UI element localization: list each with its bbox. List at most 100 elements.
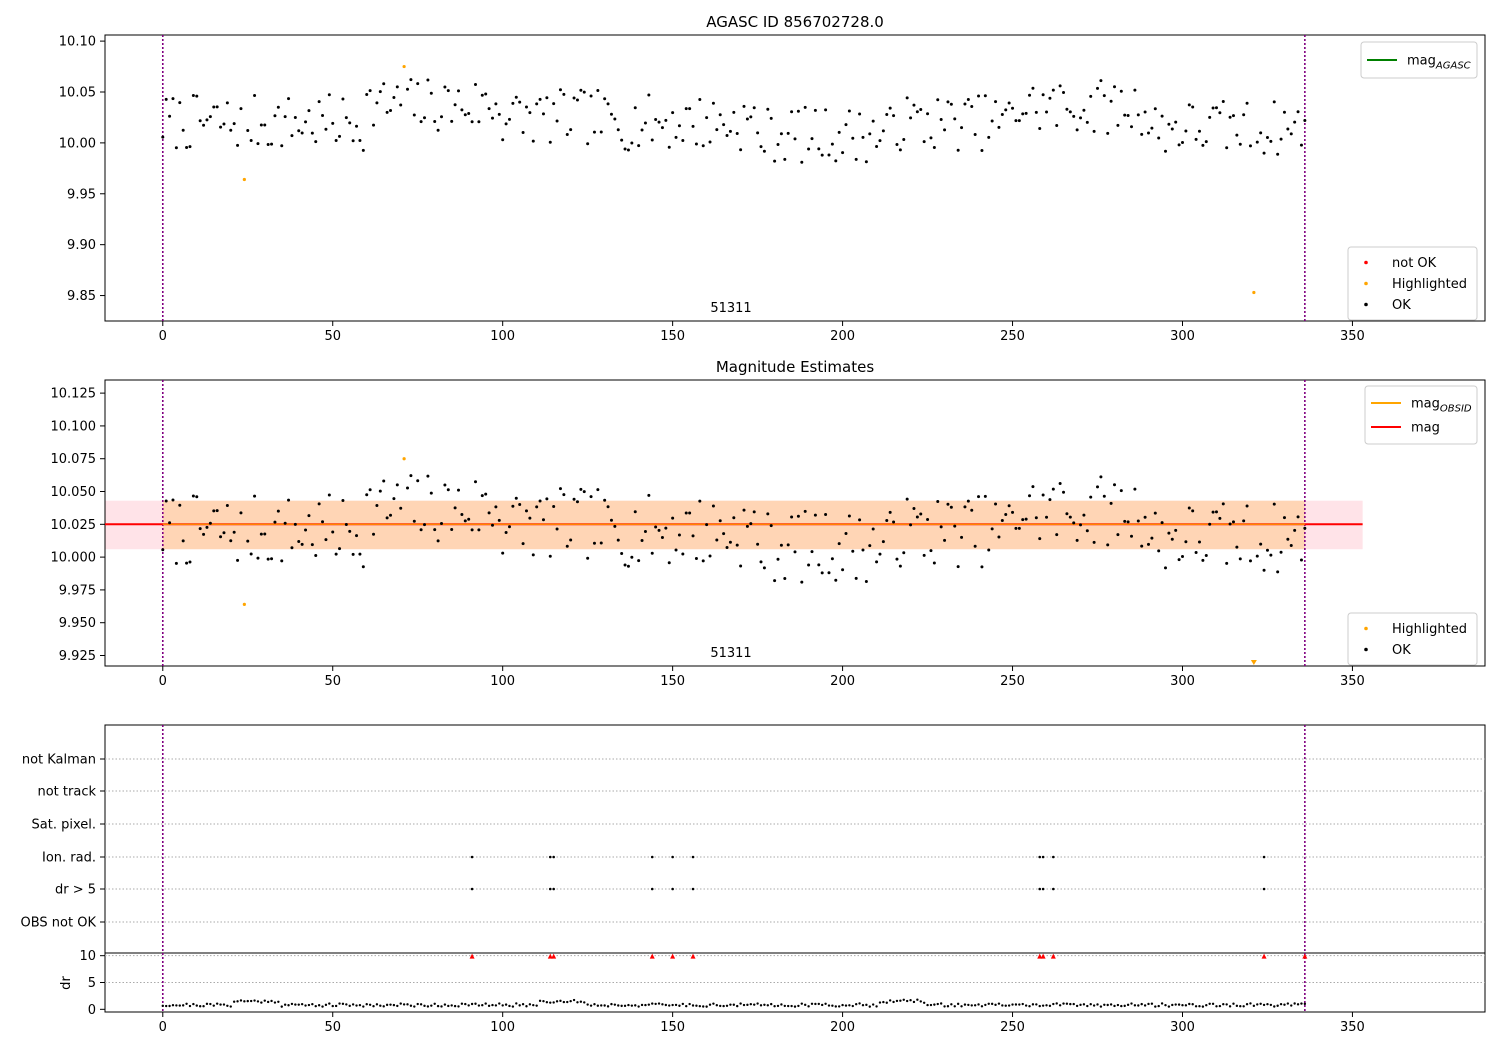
dr-point [895, 999, 899, 1003]
dr-point [780, 1003, 783, 1006]
ok-point [1068, 110, 1072, 114]
ok-point [824, 108, 828, 112]
ok-point [674, 135, 678, 139]
ok-point [756, 542, 760, 546]
ok-point [936, 500, 940, 504]
ok-point [524, 105, 528, 109]
dr-point [239, 999, 243, 1002]
ok-point [592, 130, 596, 134]
dr-point [933, 1003, 936, 1006]
ok-point [1034, 516, 1038, 520]
ok-point [983, 94, 987, 98]
dr-point [844, 1004, 848, 1007]
dr-high-marker [1037, 953, 1043, 959]
ok-point [1065, 107, 1069, 111]
dr-point [1208, 1002, 1211, 1006]
ok-point [586, 556, 590, 560]
ok-point [494, 505, 498, 509]
ok-point [793, 137, 797, 141]
y-tick-label: 9.950 [59, 616, 96, 631]
x-tick-label: 250 [1000, 674, 1025, 689]
y-tick-label: 10.125 [51, 387, 97, 402]
dr-point [528, 1003, 532, 1006]
dr-point [1290, 1004, 1293, 1007]
ok-point [817, 563, 821, 567]
ok-point [270, 557, 274, 561]
ok-point [817, 147, 821, 151]
dr-point [1113, 1004, 1116, 1008]
dr-point [552, 1001, 555, 1004]
dr-point [905, 999, 909, 1003]
ok-point [266, 142, 270, 146]
ok-point [1248, 144, 1252, 148]
dr-point [321, 1005, 324, 1008]
dr-point [688, 1002, 691, 1006]
legend-marker-2 [1364, 302, 1368, 307]
y-tick-label: 9.975 [59, 583, 96, 598]
dr-point [1096, 1003, 1099, 1006]
dr-point [698, 1004, 702, 1008]
ok-point [1004, 512, 1008, 516]
dr-point [396, 1004, 399, 1008]
highlighted-point [402, 457, 406, 461]
dr-point [858, 1002, 861, 1005]
ok-point [300, 131, 304, 135]
dr-point [222, 1003, 226, 1006]
ok-point [409, 78, 413, 82]
ok-point [1075, 128, 1079, 132]
dr-point [776, 1004, 780, 1008]
ok-point [538, 97, 542, 101]
dr-point [549, 1001, 552, 1004]
dr-point [511, 1005, 515, 1008]
highlighted-point [242, 177, 246, 182]
ok-point [246, 128, 250, 132]
dr-point [617, 1004, 620, 1007]
ok-point [1123, 519, 1127, 523]
dr-point [973, 1004, 977, 1007]
dr-point [681, 1002, 685, 1006]
ok-point [926, 518, 930, 522]
dr-point [916, 998, 919, 1001]
ok-point [643, 529, 647, 533]
dr-point [939, 1002, 943, 1005]
ok-point [378, 90, 382, 94]
dr-point [899, 999, 902, 1002]
ok-point [756, 131, 760, 135]
dr-point [1273, 1005, 1276, 1008]
x-tick-label: 150 [660, 329, 685, 344]
ok-point [361, 148, 365, 152]
ok-point [1225, 146, 1229, 150]
dr-point [447, 1004, 450, 1008]
dr-point [1259, 1002, 1262, 1006]
ok-point [1231, 114, 1235, 118]
ok-point [1184, 540, 1188, 544]
ok-point [983, 494, 987, 498]
ok-point [1265, 548, 1269, 552]
ok-point [1136, 519, 1140, 523]
ok-point [1191, 509, 1195, 513]
ok-point [1096, 86, 1100, 90]
ok-point [365, 92, 369, 96]
dr-high-marker [547, 953, 553, 959]
dr-point [402, 1003, 406, 1006]
ok-point [1123, 113, 1127, 117]
ok-point [1109, 501, 1113, 505]
ok-point [684, 511, 688, 515]
ok-point [249, 139, 253, 143]
ok-point [1048, 96, 1052, 100]
ok-point [341, 499, 345, 503]
ok-point [953, 117, 957, 121]
flag-row-label: not track [37, 785, 96, 800]
dr-point [351, 1003, 355, 1006]
ok-point [1051, 88, 1055, 92]
ok-point [691, 534, 695, 538]
ok-point [1303, 119, 1307, 123]
ok-point [807, 147, 811, 151]
dr-tick-label: 10 [79, 949, 96, 964]
ok-point [1228, 522, 1232, 526]
ok-point [1075, 538, 1079, 542]
dr-point [229, 1005, 232, 1008]
ok-point [208, 521, 212, 525]
ok-point [229, 128, 233, 132]
ok-point [1130, 534, 1134, 538]
